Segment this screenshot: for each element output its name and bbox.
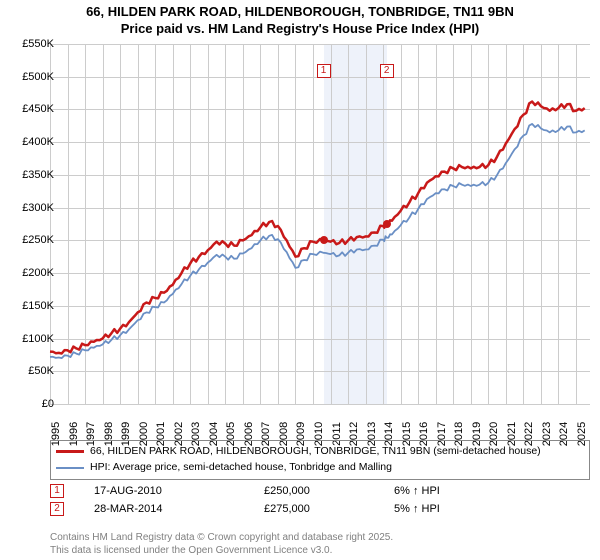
legend-box: 66, HILDEN PARK ROAD, HILDENBOROUGH, TON… (50, 440, 590, 480)
title-line-2: Price paid vs. HM Land Registry's House … (0, 21, 600, 38)
y-axis-tick-label: £100K (10, 333, 54, 345)
footnote: Contains HM Land Registry data © Crown c… (50, 532, 393, 557)
chart-container: 66, HILDEN PARK ROAD, HILDENBOROUGH, TON… (0, 0, 600, 560)
title-block: 66, HILDEN PARK ROAD, HILDENBOROUGH, TON… (0, 0, 600, 38)
detail-date: 28-MAR-2014 (94, 503, 264, 515)
legend-row: 66, HILDEN PARK ROAD, HILDENBOROUGH, TON… (56, 444, 584, 460)
y-axis-tick-label: £250K (10, 234, 54, 246)
y-axis-tick-label: £300K (10, 202, 54, 214)
marker-dot (320, 236, 328, 244)
legend-label: HPI: Average price, semi-detached house,… (90, 460, 392, 476)
detail-delta: 5% ↑ HPI (394, 503, 440, 515)
y-axis-tick-label: £550K (10, 38, 54, 50)
marker-dot (383, 220, 391, 228)
detail-table: 1 17-AUG-2010 £250,000 6% ↑ HPI 2 28-MAR… (50, 482, 440, 518)
detail-row: 2 28-MAR-2014 £275,000 5% ↑ HPI (50, 500, 440, 518)
line-series-svg (50, 44, 590, 404)
title-line-1: 66, HILDEN PARK ROAD, HILDENBOROUGH, TON… (0, 4, 600, 21)
series-line-property (50, 102, 585, 354)
marker-number-box: 1 (317, 64, 331, 78)
detail-date: 17-AUG-2010 (94, 485, 264, 497)
chart-area: 12 (50, 44, 590, 404)
detail-price: £275,000 (264, 503, 394, 515)
legend-swatch (56, 467, 84, 469)
marker-number-box: 2 (380, 64, 394, 78)
legend-swatch (56, 450, 84, 453)
marker-number-icon: 1 (50, 484, 64, 498)
marker-number-icon: 2 (50, 502, 64, 516)
legend-row: HPI: Average price, semi-detached house,… (56, 460, 584, 476)
y-axis-tick-label: £400K (10, 136, 54, 148)
y-axis-tick-label: £50K (10, 365, 54, 377)
footnote-line: This data is licensed under the Open Gov… (50, 545, 393, 558)
y-axis-tick-label: £150K (10, 300, 54, 312)
y-axis-tick-label: £200K (10, 267, 54, 279)
y-axis-tick-label: £0 (10, 398, 54, 410)
footnote-line: Contains HM Land Registry data © Crown c… (50, 532, 393, 545)
y-axis-tick-label: £350K (10, 169, 54, 181)
detail-delta: 6% ↑ HPI (394, 485, 440, 497)
detail-row: 1 17-AUG-2010 £250,000 6% ↑ HPI (50, 482, 440, 500)
y-axis-tick-label: £500K (10, 71, 54, 83)
detail-price: £250,000 (264, 485, 394, 497)
y-axis-tick-label: £450K (10, 103, 54, 115)
legend-label: 66, HILDEN PARK ROAD, HILDENBOROUGH, TON… (90, 444, 541, 460)
